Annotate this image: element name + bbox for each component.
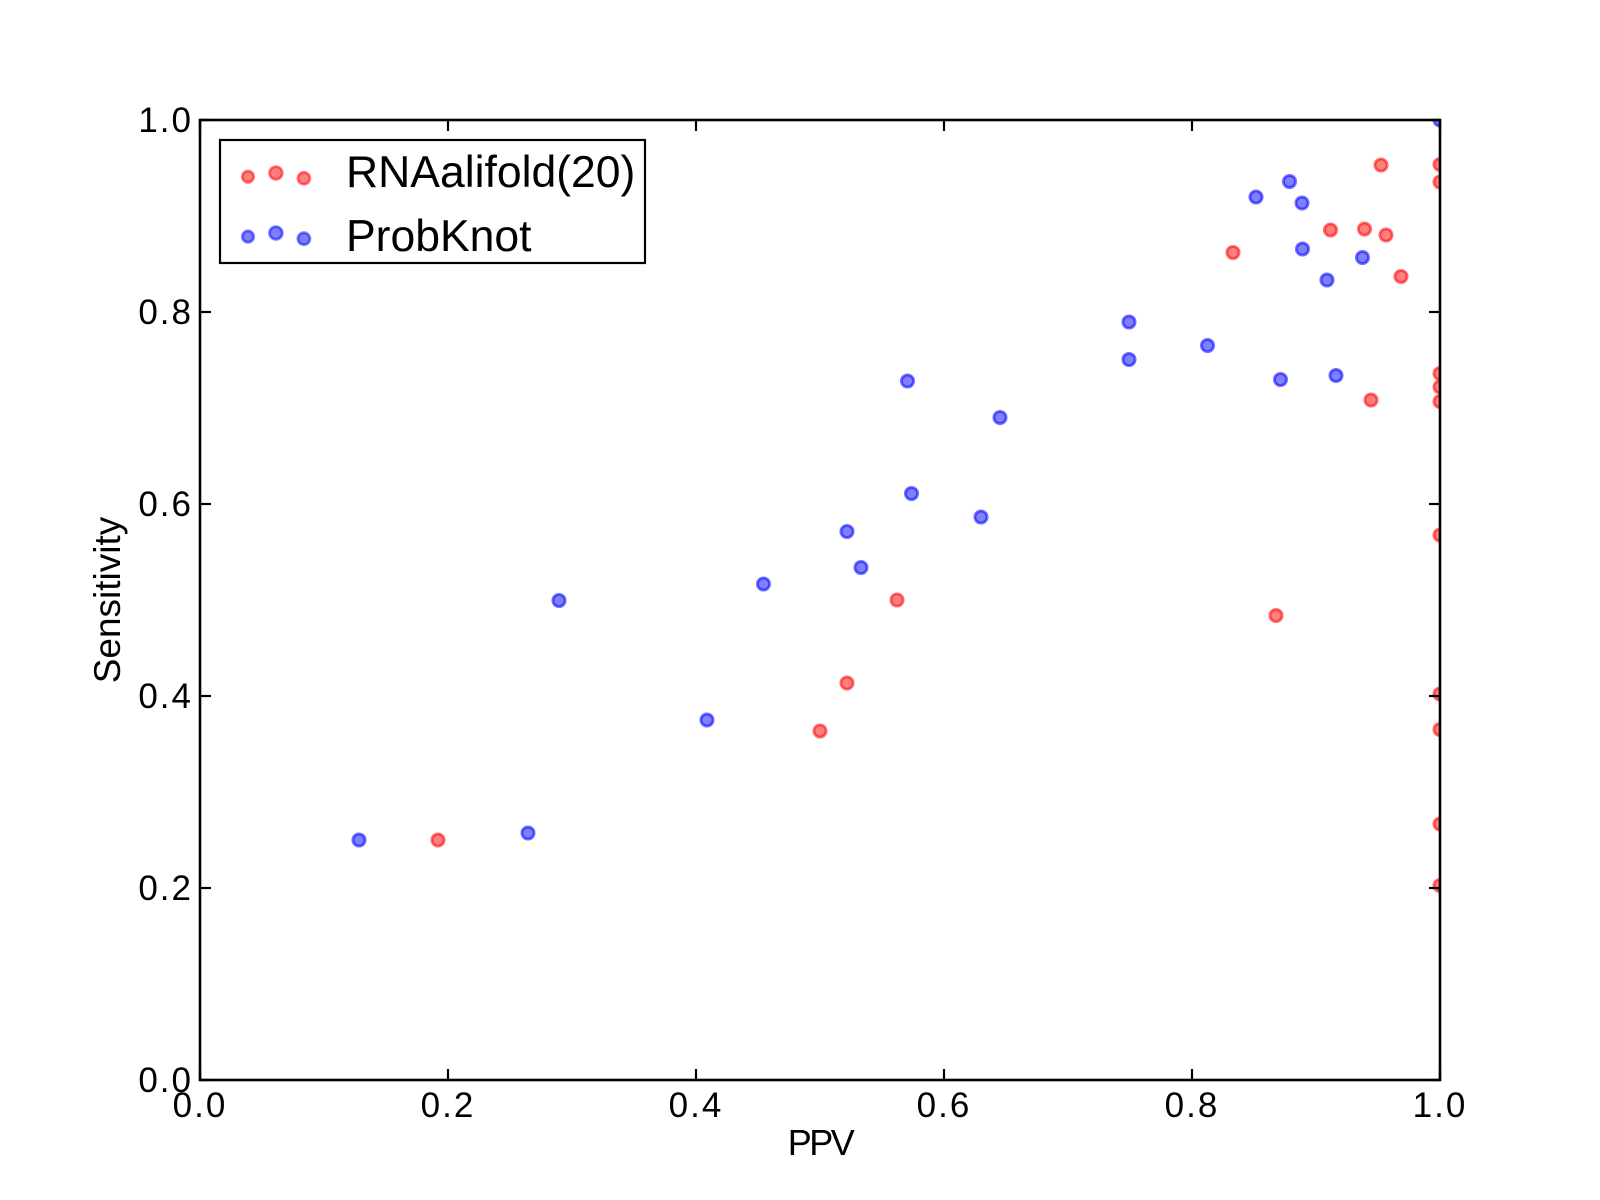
svg-text:PPV: PPV (788, 1122, 855, 1163)
svg-text:0.2: 0.2 (138, 869, 193, 908)
svg-text:0.8: 0.8 (138, 293, 193, 332)
svg-text:1.0: 1.0 (138, 101, 193, 140)
svg-text:0.4: 0.4 (138, 677, 193, 716)
svg-text:Sensitivity: Sensitivity (87, 516, 128, 683)
svg-text:0.6: 0.6 (917, 1086, 972, 1125)
svg-text:ProbKnot: ProbKnot (346, 212, 532, 261)
svg-text:0.0: 0.0 (173, 1086, 228, 1125)
svg-text:0.8: 0.8 (1165, 1086, 1220, 1125)
svg-text:RNAalifold(20): RNAalifold(20) (346, 148, 635, 197)
svg-text:0.2: 0.2 (421, 1086, 476, 1125)
svg-text:0.0: 0.0 (138, 1061, 193, 1100)
svg-text:1.0: 1.0 (1413, 1086, 1468, 1125)
svg-text:0.6: 0.6 (138, 485, 193, 524)
svg-text:0.4: 0.4 (669, 1086, 724, 1125)
